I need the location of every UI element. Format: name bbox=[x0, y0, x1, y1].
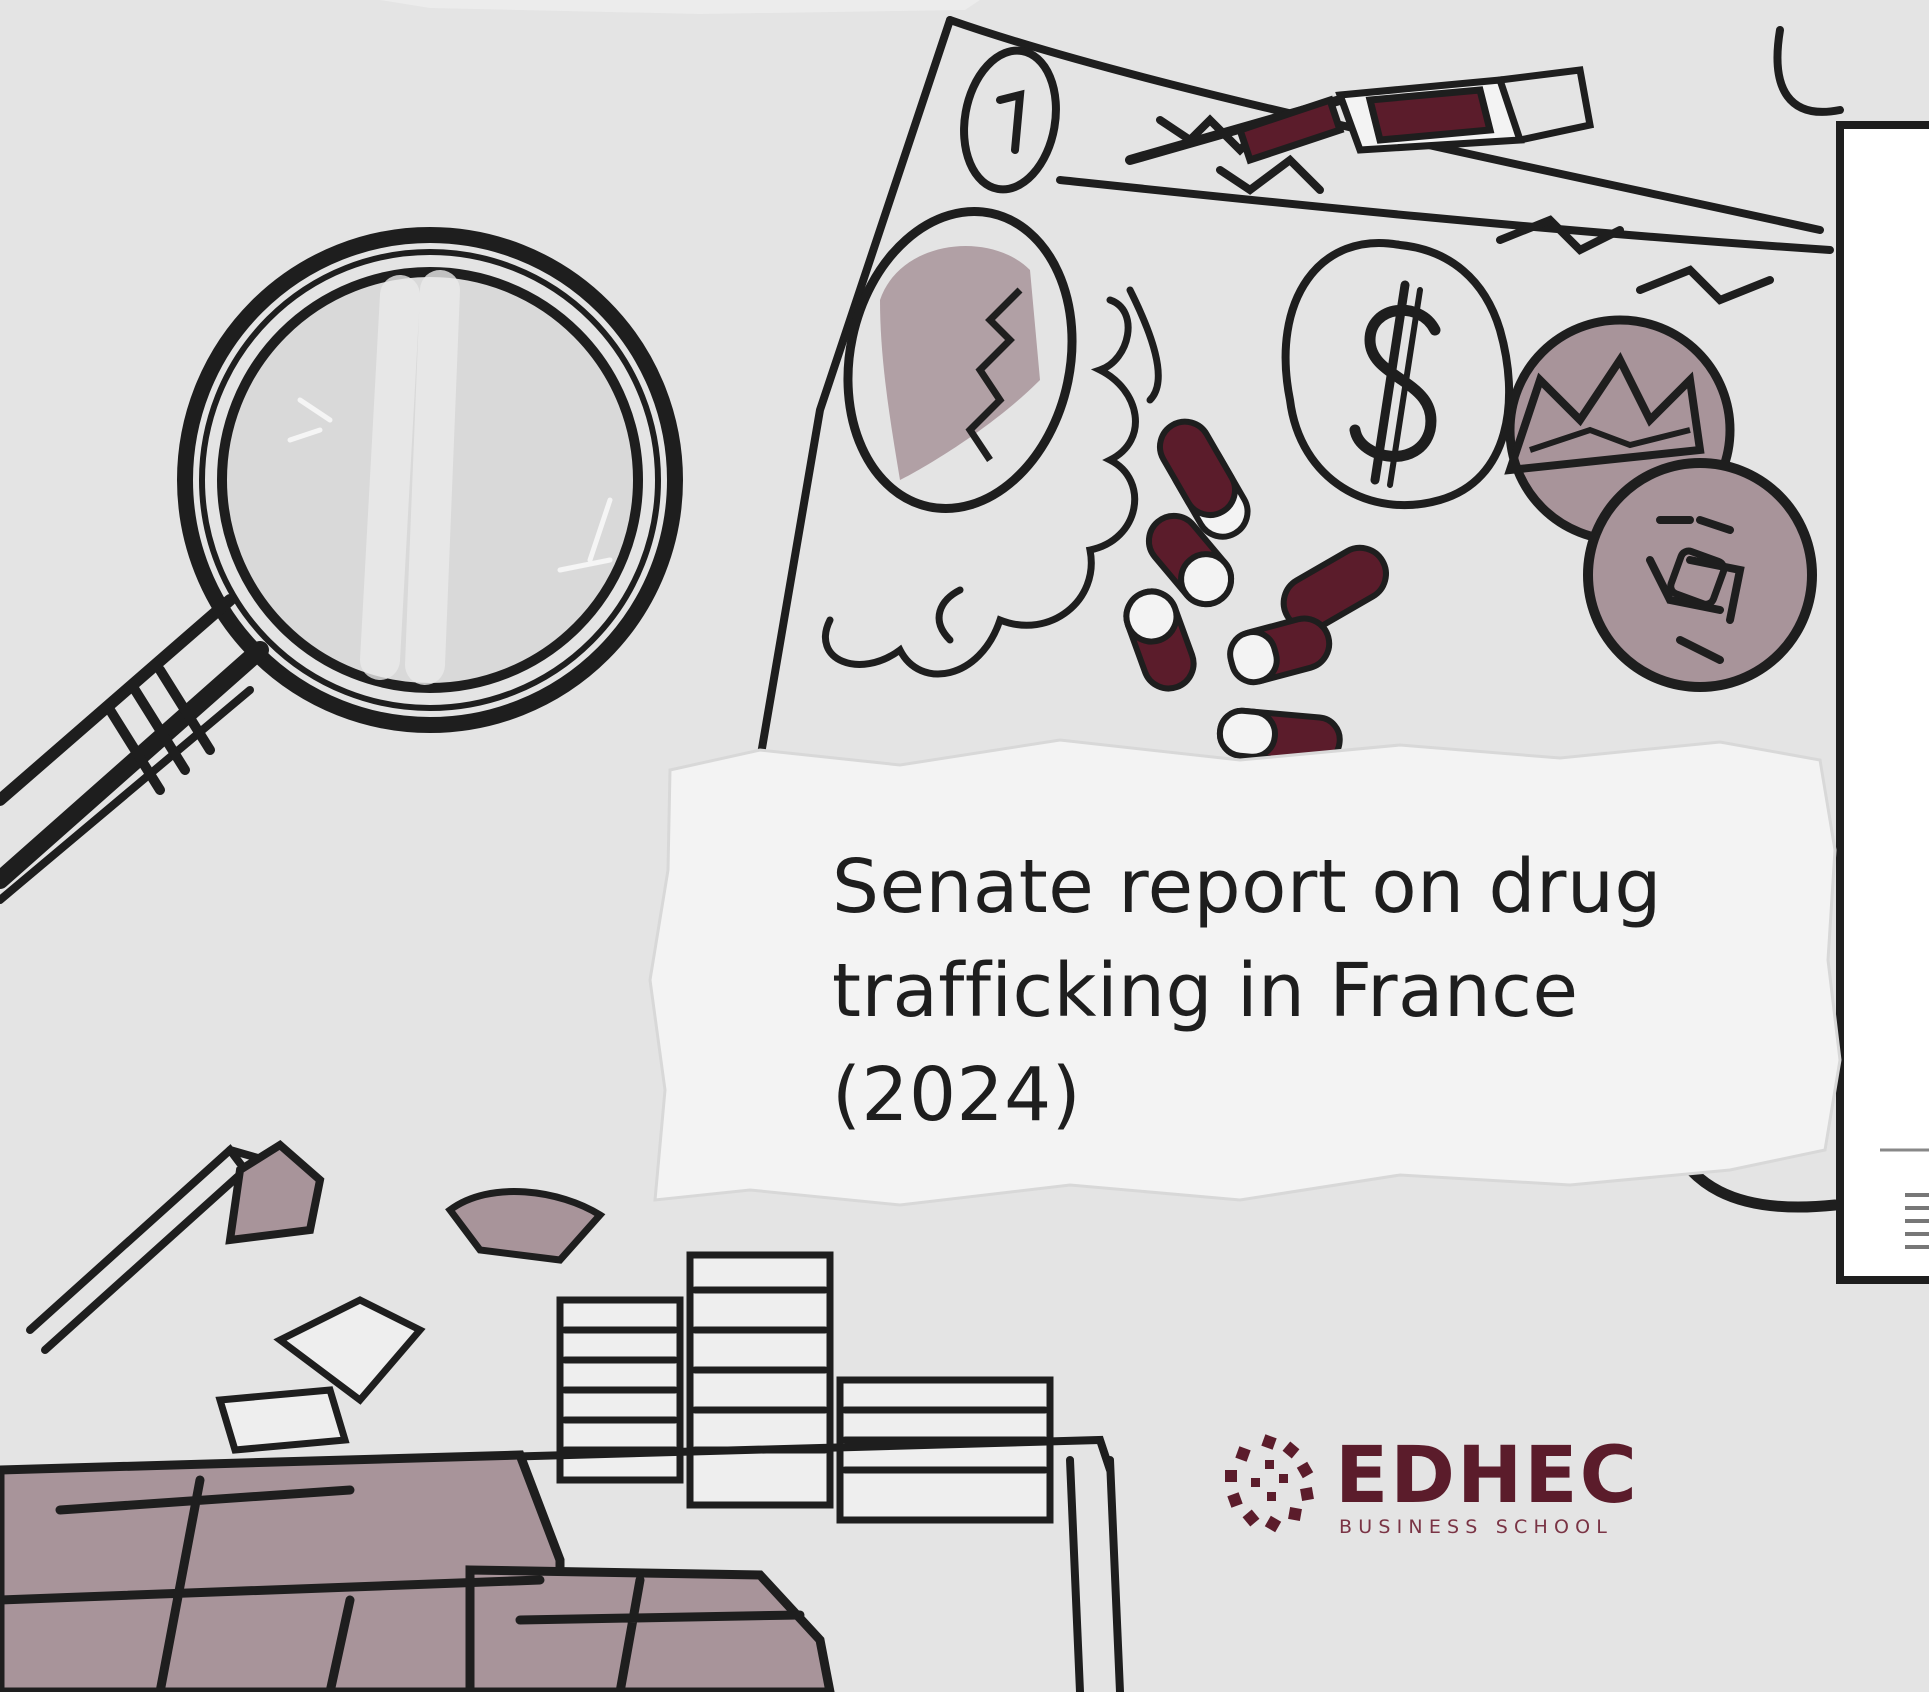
magnifying-glass-icon bbox=[0, 227, 683, 904]
symbol-coin-icon bbox=[1583, 458, 1817, 692]
logo-mark-icon bbox=[1225, 1434, 1314, 1533]
drug-bag-icon bbox=[843, 207, 1077, 513]
paperwork-stack-icon bbox=[215, 1188, 1054, 1524]
title-line-1: Senate report on drug bbox=[832, 844, 1662, 930]
title-line-3: (2024) bbox=[832, 1052, 1082, 1138]
edhec-logo: EDHEC BUSINESS SCHOOL bbox=[1215, 1430, 1675, 1540]
capsule-pills-icon bbox=[1123, 418, 1389, 766]
title-line-2: trafficking in France bbox=[832, 948, 1579, 1034]
report-document-icon bbox=[1836, 121, 1929, 1284]
pen-icon bbox=[1125, 66, 1595, 165]
briefcase-bags-icon bbox=[0, 1450, 835, 1692]
logo-subtitle: BUSINESS SCHOOL bbox=[1339, 1516, 1614, 1538]
logo-name: EDHEC bbox=[1335, 1431, 1639, 1521]
desk-lamp-icon bbox=[26, 1140, 325, 1354]
title-card: Senate report on drug trafficking in Fra… bbox=[640, 730, 1870, 1230]
powder-cloud-icon bbox=[821, 286, 1162, 678]
page-title: Senate report on drug trafficking in Fra… bbox=[832, 835, 1832, 1147]
torn-paper-shape bbox=[648, 738, 1842, 1207]
dollar-coin-icon bbox=[1281, 239, 1514, 510]
